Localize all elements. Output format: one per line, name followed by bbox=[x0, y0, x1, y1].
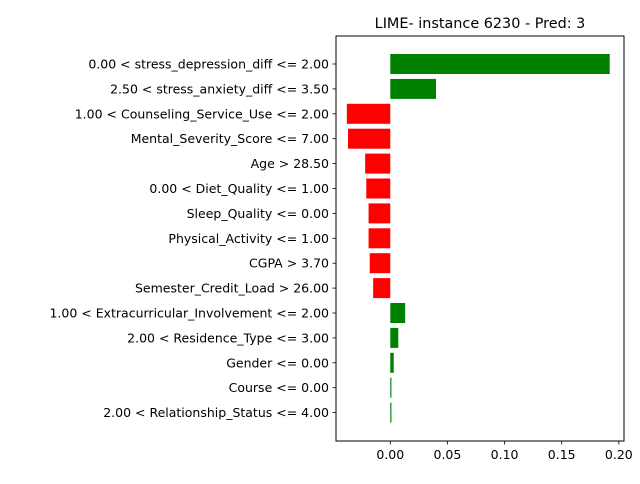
bar-1-00-counseling-service-use-2-00 bbox=[346, 103, 391, 124]
y-tick-label: 2.50 < stress_anxiety_diff <= 3.50 bbox=[110, 81, 329, 96]
y-tick-label: CGPA > 3.70 bbox=[249, 256, 329, 271]
y-tick-label: Physical_Activity <= 1.00 bbox=[168, 231, 329, 246]
bar-gender-0-00 bbox=[390, 352, 394, 373]
bar-physical-activity-1-00 bbox=[368, 228, 391, 249]
x-axis: 0.00 0.05 0.10 0.15 0.20 bbox=[376, 441, 633, 462]
x-tick-label: 0.20 bbox=[605, 447, 633, 462]
bar-mental-severity-score-7-00 bbox=[348, 128, 391, 149]
y-tick-label: 0.00 < Diet_Quality <= 1.00 bbox=[149, 181, 329, 196]
bar-2-00-residence-type-3-00 bbox=[390, 327, 399, 348]
y-tick-label: 1.00 < Extracurricular_Involvement <= 2.… bbox=[49, 306, 329, 321]
y-tick-labels: 0.00 < stress_depression_diff <= 2.00 2.5… bbox=[49, 57, 336, 420]
chart-title: LIME- instance 6230 - Pred: 3 bbox=[375, 16, 586, 32]
x-tick-label: 0.00 bbox=[376, 447, 404, 462]
bar-semester-credit-load-26-00 bbox=[373, 278, 391, 299]
bar-course-0-00 bbox=[390, 377, 392, 398]
x-tick-label: 0.15 bbox=[548, 447, 576, 462]
bar-0-00-diet-quality-1-00 bbox=[366, 178, 391, 199]
x-tick-label: 0.10 bbox=[491, 447, 519, 462]
x-tick-label: 0.05 bbox=[434, 447, 462, 462]
y-tick-label: 0.00 < stress_depression_diff <= 2.00 bbox=[88, 57, 329, 72]
bar-0-00-stress-depression-diff-2-00 bbox=[390, 54, 610, 74]
bar-sleep-quality-0-00 bbox=[368, 203, 391, 224]
y-tick-label: 2.00 < Residence_Type <= 3.00 bbox=[127, 330, 329, 345]
y-tick-label: Age > 28.50 bbox=[251, 156, 329, 171]
bar-cgpa-3-70 bbox=[369, 253, 391, 274]
y-tick-label: Gender <= 0.00 bbox=[226, 355, 329, 370]
bar-age-28-50 bbox=[365, 153, 391, 174]
y-tick-label: Mental_Severity_Score <= 7.00 bbox=[131, 131, 329, 146]
bar-2-00-relationship-status-4-00 bbox=[390, 402, 392, 423]
bar-1-00-extracurricular-involvement-2-00 bbox=[390, 303, 406, 323]
y-tick-label: 1.00 < Counseling_Service_Use <= 2.00 bbox=[75, 106, 329, 121]
y-tick-label: Semester_Credit_Load > 26.00 bbox=[135, 281, 329, 296]
bars-layer bbox=[346, 54, 610, 423]
plot-frame bbox=[335, 35, 625, 442]
y-tick-label: Sleep_Quality <= 0.00 bbox=[187, 206, 329, 221]
y-tick-label: Course <= 0.00 bbox=[229, 380, 329, 395]
bar-2-50-stress-anxiety-diff-3-50 bbox=[390, 78, 436, 99]
y-tick-label: 2.00 < Relationship_Status <= 4.00 bbox=[103, 405, 329, 420]
